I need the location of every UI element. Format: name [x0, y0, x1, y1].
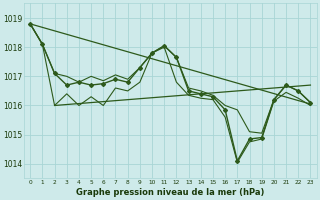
- X-axis label: Graphe pression niveau de la mer (hPa): Graphe pression niveau de la mer (hPa): [76, 188, 265, 197]
